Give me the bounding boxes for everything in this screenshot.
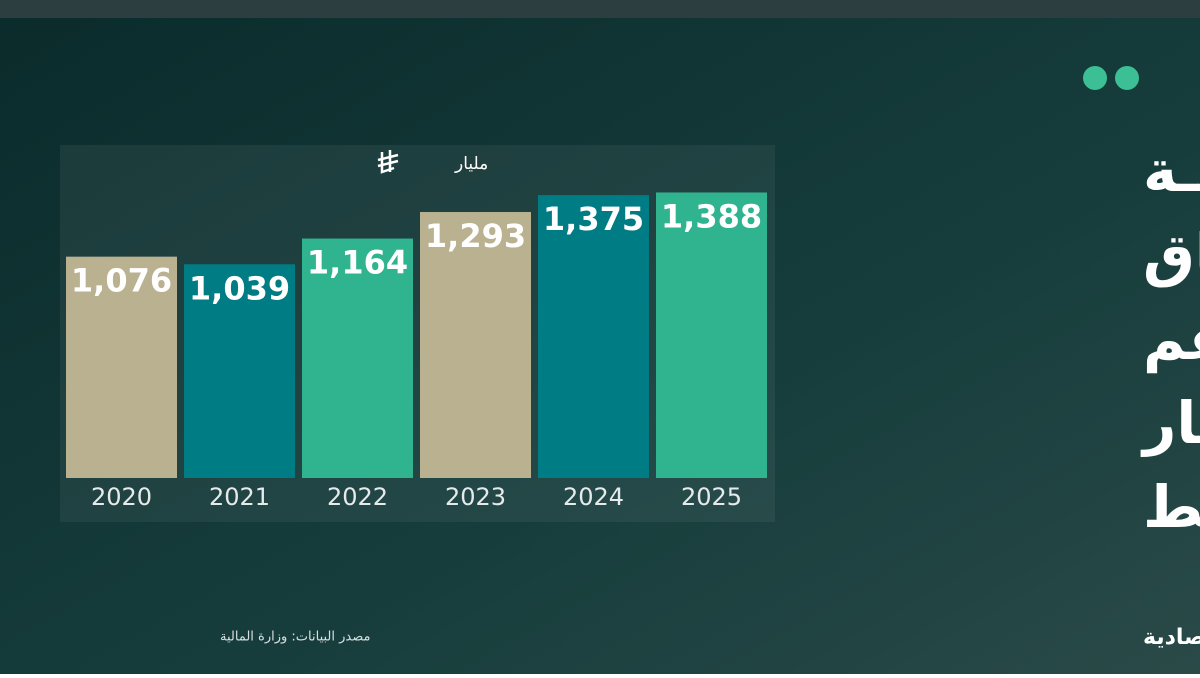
title-line: تراجـــع أسعار [1140, 385, 1200, 458]
bar [538, 195, 649, 478]
x-tick-label: 2025 [681, 483, 742, 511]
x-tick-label: 2020 [91, 483, 152, 511]
x-tick-label: 2021 [209, 483, 270, 511]
dot [1083, 66, 1107, 90]
x-tick-label: 2023 [445, 483, 506, 511]
title-line: السعوديـــــة [1143, 137, 1200, 206]
value-label: 1,164 [307, 244, 408, 282]
riyal-symbol [377, 150, 399, 174]
title-line: تواصل الإنفاق [1143, 221, 1200, 290]
top-band [0, 0, 1200, 18]
value-label: 1,293 [425, 217, 526, 255]
bar [184, 264, 295, 478]
title-line: النفــــــــط [1143, 473, 1200, 541]
x-tick-label: 2024 [563, 483, 624, 511]
value-label: 1,375 [543, 200, 644, 238]
title-line: لقياسي رغم [1143, 305, 1200, 373]
bar [66, 256, 177, 478]
value-label: 1,076 [71, 262, 172, 300]
bar [302, 238, 413, 478]
value-label: 1,388 [661, 197, 762, 235]
bar [656, 192, 767, 478]
dot [1115, 66, 1139, 90]
bar [420, 212, 531, 479]
x-tick-label: 2022 [327, 483, 388, 511]
value-label: 1,039 [189, 269, 290, 307]
unit-label: مليار [454, 154, 488, 174]
source: مصدر البيانات: وزارة المالية [220, 630, 370, 645]
logo: الاقتصادية [1143, 625, 1200, 650]
title: السعوديـــــة تواصل الإنفاق لقياسي رغم تراج… [1140, 137, 1200, 541]
chart-panel [60, 145, 775, 522]
